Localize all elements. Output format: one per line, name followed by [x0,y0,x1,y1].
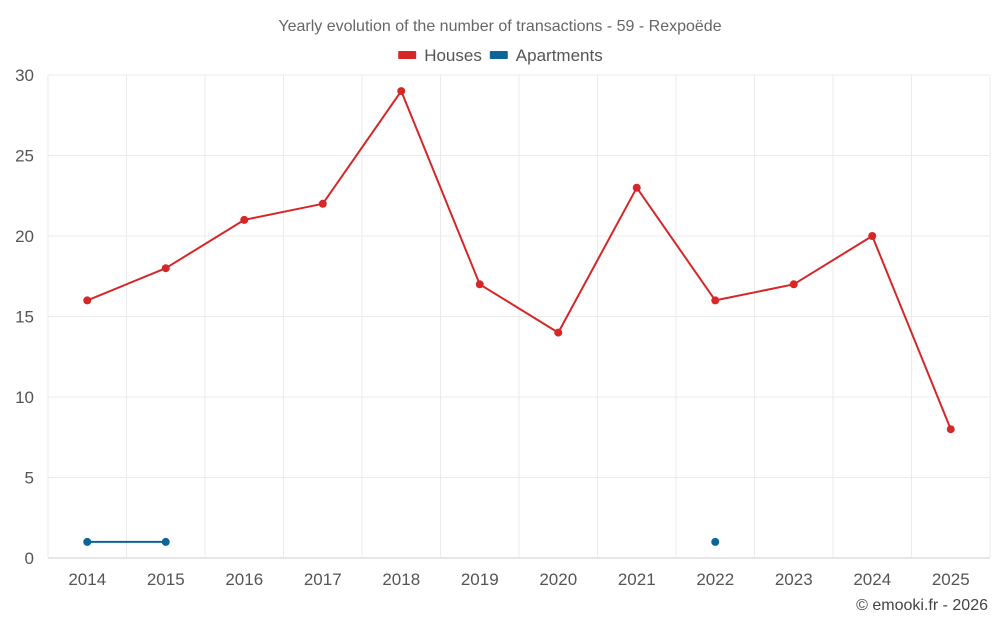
x-tick-label: 2024 [853,570,891,589]
data-point-houses[interactable] [83,296,92,305]
x-tick-label: 2017 [304,570,342,589]
data-point-apartments[interactable] [711,537,720,546]
y-tick-label: 20 [15,227,34,246]
y-tick-label: 10 [15,388,34,407]
data-point-houses[interactable] [475,280,484,289]
y-tick-label: 15 [15,308,34,327]
data-point-houses[interactable] [946,425,955,434]
y-axis-ticks: 0 5 10 15 20 25 30 [15,66,34,568]
legend-swatch [489,51,508,59]
legend-item-houses[interactable]: Houses [398,46,482,65]
y-tick-label: 0 [25,549,34,568]
grid-lines [47,74,991,559]
series-line-houses [86,90,952,430]
x-tick-label: 2025 [932,570,970,589]
x-tick-label: 2023 [775,570,813,589]
x-tick-label: 2018 [382,570,420,589]
series-group [83,87,955,546]
data-point-houses[interactable] [868,232,877,240]
x-tick-label: 2015 [147,570,185,589]
legend-item-apartments[interactable]: Apartments [489,46,603,65]
data-point-houses[interactable] [554,328,563,337]
y-tick-label: 5 [25,469,34,488]
x-tick-label: 2021 [618,570,656,589]
y-tick-label: 30 [15,66,34,85]
series-apartments [83,537,720,546]
credit-text: © emooki.fr - 2026 [856,597,988,614]
legend-swatch [398,51,417,59]
legend-label: Houses [424,46,482,65]
x-tick-label: 2020 [539,570,577,589]
data-point-houses[interactable] [318,199,327,208]
legend: Houses Apartments [398,46,603,65]
data-point-houses[interactable] [397,87,406,96]
data-point-houses[interactable] [711,296,720,305]
data-point-houses[interactable] [632,183,641,192]
data-point-houses[interactable] [161,264,170,273]
x-tick-label: 2014 [68,570,106,589]
x-axis-ticks: 2014 2015 2016 2017 2018 2019 2020 2021 2022 2023… [68,570,969,589]
x-tick-label: 2019 [461,570,499,589]
legend-label: Apartments [516,46,603,65]
chart-title: Yearly evolution of the number of transa… [278,18,721,35]
data-point-houses[interactable] [789,280,798,289]
x-tick-label: 2022 [696,570,734,589]
data-point-apartments[interactable] [161,537,170,546]
y-tick-label: 25 [15,147,34,166]
data-point-houses[interactable] [240,215,249,224]
series-houses [83,87,955,434]
x-tick-label: 2016 [225,570,263,589]
data-point-apartments[interactable] [83,537,92,546]
